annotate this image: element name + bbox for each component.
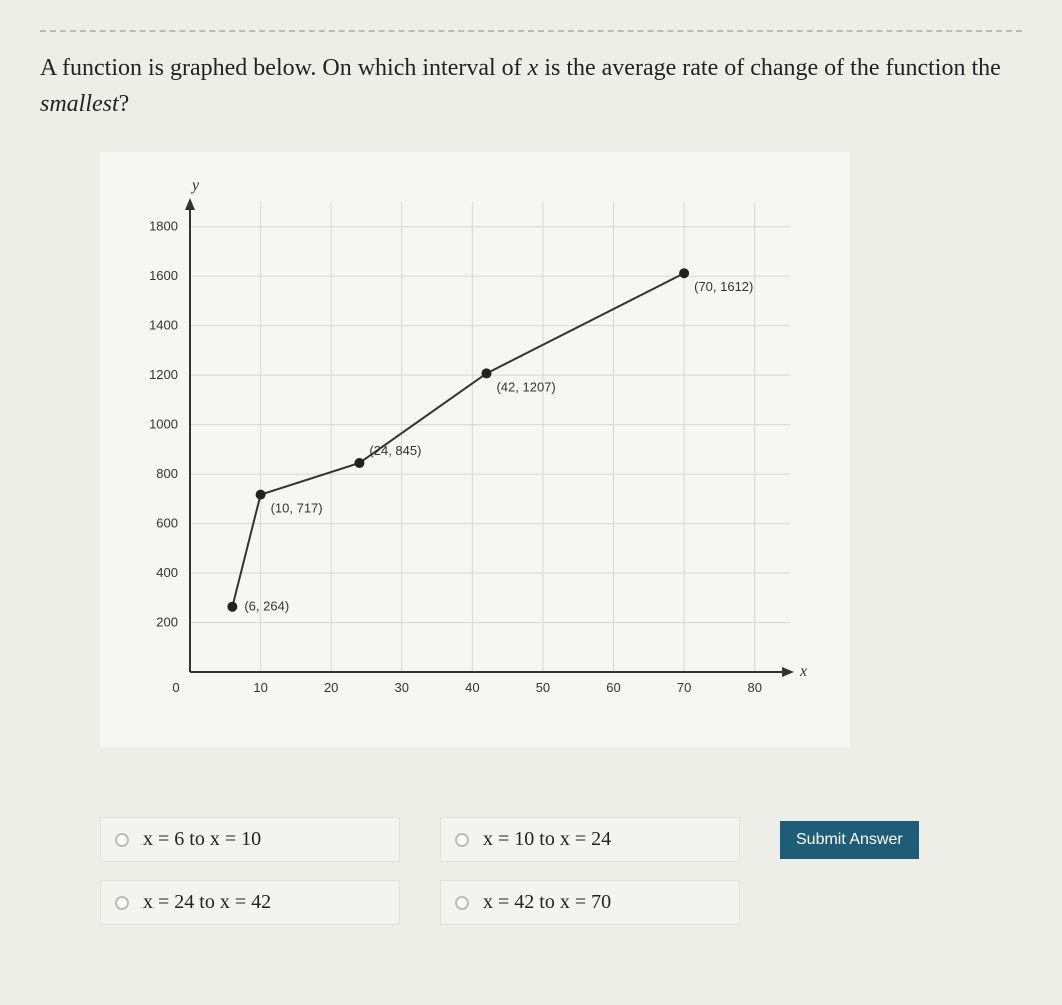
svg-text:50: 50 xyxy=(536,680,550,695)
svg-text:60: 60 xyxy=(606,680,620,695)
svg-text:10: 10 xyxy=(253,680,267,695)
svg-text:80: 80 xyxy=(747,680,761,695)
svg-text:y: y xyxy=(190,177,200,194)
chart-container: 1020304050607080020040060080010001200140… xyxy=(100,152,850,747)
svg-text:200: 200 xyxy=(156,615,178,630)
question-emph: smallest xyxy=(40,91,119,117)
function-chart: 1020304050607080020040060080010001200140… xyxy=(120,172,820,722)
svg-text:70: 70 xyxy=(677,680,691,695)
choice-c[interactable]: x = 24 to x = 42 xyxy=(100,880,400,925)
choice-a[interactable]: x = 6 to x = 10 xyxy=(100,817,400,862)
svg-text:(42, 1207): (42, 1207) xyxy=(496,379,555,394)
svg-text:1600: 1600 xyxy=(149,268,178,283)
svg-text:(10, 717): (10, 717) xyxy=(271,501,323,516)
radio-icon xyxy=(455,896,469,910)
svg-text:400: 400 xyxy=(156,565,178,580)
question-var: x xyxy=(528,55,539,81)
question-prefix: A function is graphed below. On which in… xyxy=(40,55,528,81)
svg-text:1200: 1200 xyxy=(149,367,178,382)
radio-icon xyxy=(115,833,129,847)
svg-text:20: 20 xyxy=(324,680,338,695)
submit-label: Submit Answer xyxy=(796,831,903,848)
choice-d-label: x = 42 to x = 70 xyxy=(483,891,611,914)
svg-text:40: 40 xyxy=(465,680,479,695)
svg-text:1000: 1000 xyxy=(149,417,178,432)
svg-text:1800: 1800 xyxy=(149,219,178,234)
svg-text:(24, 845): (24, 845) xyxy=(369,443,421,458)
svg-text:(70, 1612): (70, 1612) xyxy=(694,279,753,294)
divider xyxy=(40,30,1022,32)
submit-button[interactable]: Submit Answer xyxy=(780,821,919,859)
radio-icon xyxy=(115,896,129,910)
choice-b[interactable]: x = 10 to x = 24 xyxy=(440,817,740,862)
svg-text:(6, 264): (6, 264) xyxy=(244,599,289,614)
question-mid: is the average rate of change of the fun… xyxy=(538,55,1000,81)
radio-icon xyxy=(455,833,469,847)
svg-text:x: x xyxy=(799,663,807,680)
svg-text:800: 800 xyxy=(156,466,178,481)
choice-d[interactable]: x = 42 to x = 70 xyxy=(440,880,740,925)
question-text: A function is graphed below. On which in… xyxy=(40,50,1022,122)
answer-grid: x = 6 to x = 10 x = 10 to x = 24 Submit … xyxy=(40,817,1022,925)
svg-text:600: 600 xyxy=(156,516,178,531)
svg-text:0: 0 xyxy=(172,680,179,695)
svg-text:1400: 1400 xyxy=(149,318,178,333)
question-suffix: ? xyxy=(119,91,130,117)
svg-text:30: 30 xyxy=(395,680,409,695)
choice-b-label: x = 10 to x = 24 xyxy=(483,828,611,851)
choice-a-label: x = 6 to x = 10 xyxy=(143,828,261,851)
choice-c-label: x = 24 to x = 42 xyxy=(143,891,271,914)
